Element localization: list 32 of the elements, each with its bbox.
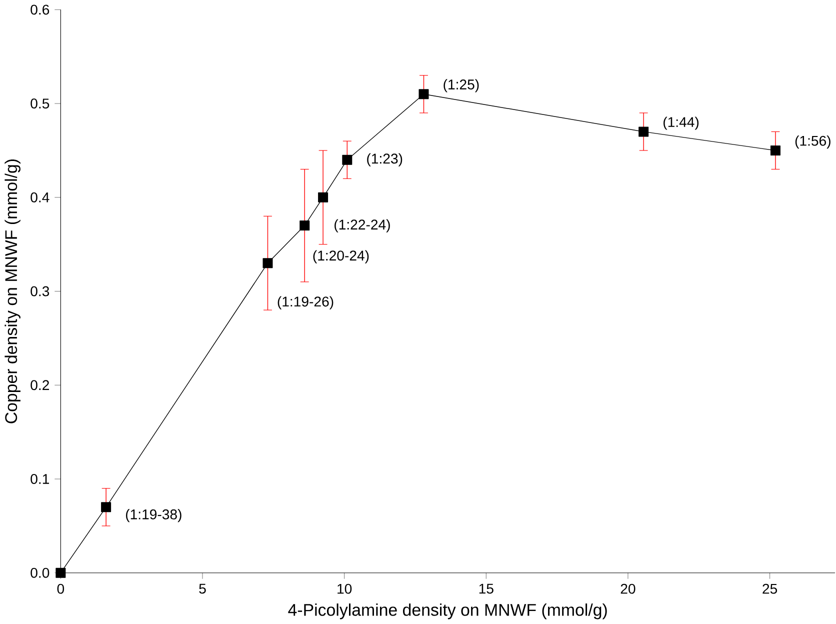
annotation: (1:23) — [367, 153, 402, 166]
point — [638, 126, 649, 137]
x-tick-label: 15 — [479, 584, 494, 594]
y-tick-label: 0.2 — [30, 380, 49, 390]
y-tick-label: 0.6 — [30, 4, 50, 15]
point — [342, 154, 352, 165]
point — [262, 258, 273, 268]
annotation: (1:44) — [664, 116, 699, 130]
x-tick-label: 20 — [620, 584, 636, 594]
x-tick-label: 25 — [762, 584, 778, 594]
point — [770, 146, 780, 156]
x-tick-label: 5 — [199, 584, 206, 594]
point — [300, 220, 310, 231]
y-tick-label: 0.0 — [30, 568, 50, 578]
y-tick-label: 0.3 — [30, 286, 50, 296]
x-axis-title: 4-Picolylamine density on MNWF (mmol/g) — [288, 604, 607, 620]
annotation: (1:25) — [444, 79, 479, 92]
y-axis-title: Copper density on MNWF (mmol/g) — [4, 160, 20, 424]
x-tick-label: 10 — [338, 584, 352, 594]
point — [101, 502, 112, 512]
annotation: (1:19-26) — [278, 296, 334, 310]
y-tick-label: 0.5 — [30, 98, 50, 109]
y-tick-label: 0.4 — [30, 192, 50, 202]
point — [318, 192, 328, 202]
annotation: (1:22-24) — [334, 219, 390, 232]
annotation: (1:20-24) — [313, 250, 369, 264]
annotation: (1:56) — [795, 136, 830, 149]
annotation: (1:19-38) — [126, 509, 182, 522]
point — [418, 89, 429, 100]
y-tick-label: 0.1 — [30, 474, 50, 484]
point — [56, 568, 66, 578]
x-tick-label: 0 — [57, 584, 64, 594]
